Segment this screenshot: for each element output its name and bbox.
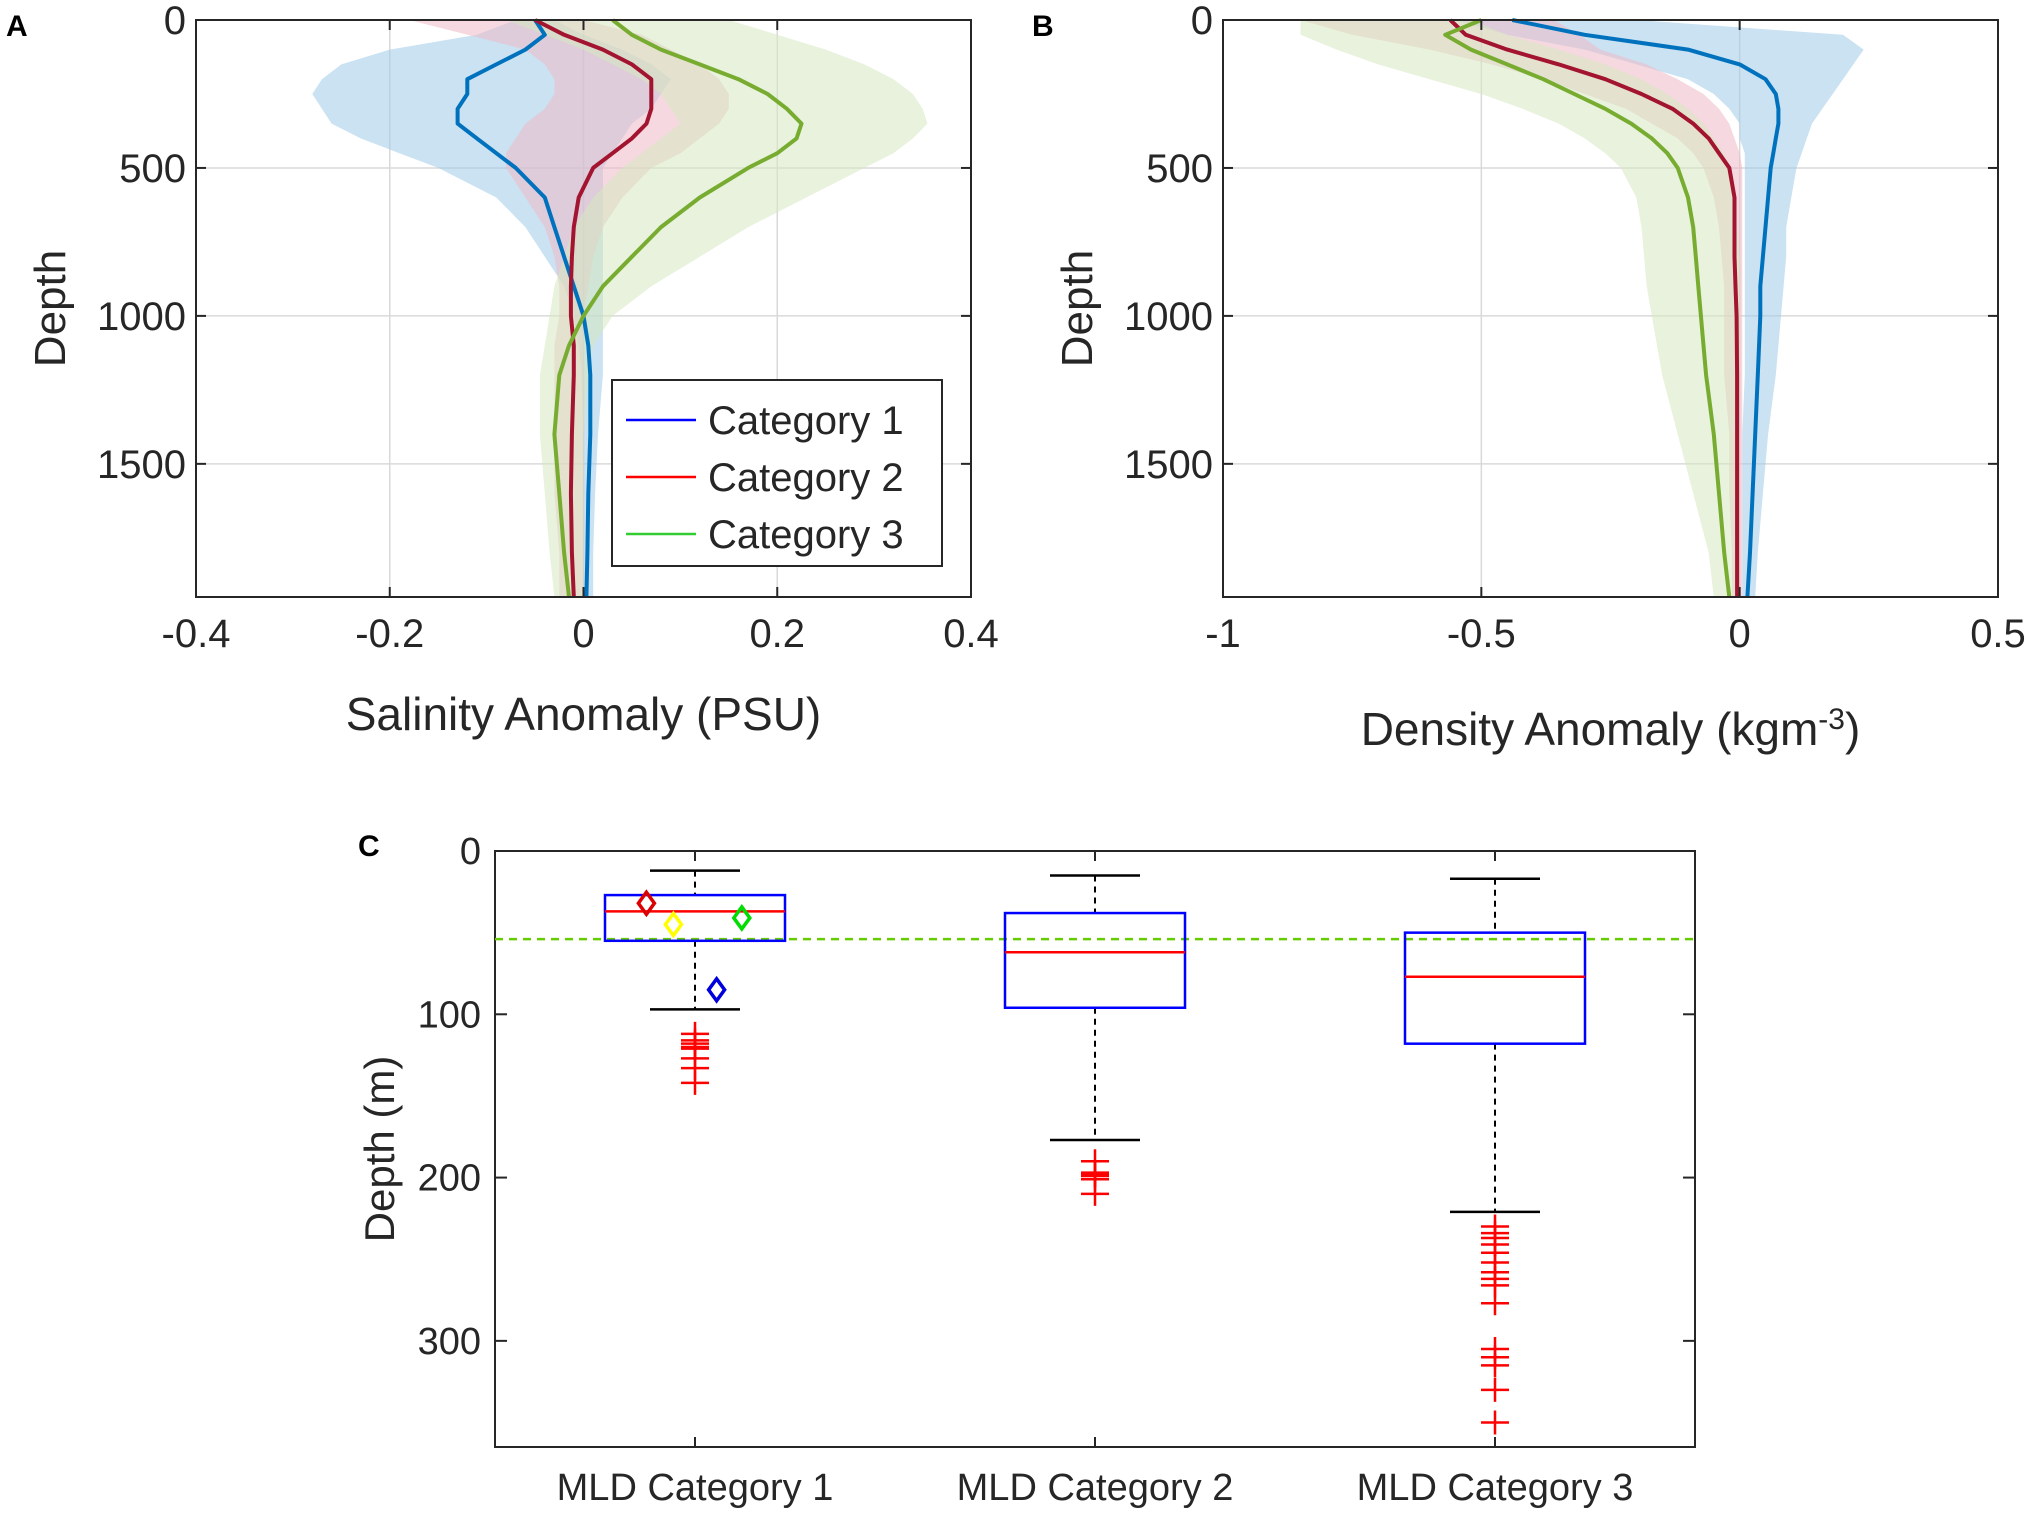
diamond-marker-1 <box>636 889 657 918</box>
x-tick-label: -1 <box>1205 612 1241 656</box>
x-tick-label-category-3: MLD Category 3 <box>1357 1467 1634 1509</box>
band-series-3 <box>1300 20 1740 597</box>
y-tick-label: 500 <box>1146 147 1213 191</box>
line-series-2 <box>1448 18 1740 597</box>
y-tick-label: 500 <box>119 147 186 191</box>
x-axis-label-superscript: -3 <box>1818 703 1845 736</box>
panel-label-b: B <box>1032 10 1054 43</box>
line-series-1 <box>1511 18 1781 598</box>
x-axis-label-end: ) <box>1845 703 1860 755</box>
panel-label-c: C <box>358 830 380 863</box>
legend-label-3: Category 3 <box>708 513 904 557</box>
y-tick-label: 300 <box>418 1321 481 1363</box>
x-tick-label: -0.4 <box>162 612 231 656</box>
legend-label-2: Category 2 <box>708 456 904 500</box>
x-tick-label-category-2: MLD Category 2 <box>957 1467 1234 1509</box>
outlier-mark <box>1481 1377 1509 1402</box>
y-axis-label: Depth <box>1053 250 1102 367</box>
outlier-mark <box>1481 1291 1509 1316</box>
y-tick-label: 1500 <box>1124 443 1213 487</box>
line-series-3 <box>1443 18 1732 598</box>
line-series-3 <box>552 18 804 598</box>
legend-label-1: Category 1 <box>708 399 904 443</box>
box-iqr <box>603 893 787 943</box>
box-group-1 <box>603 869 787 1095</box>
y-tick-label: 0 <box>1191 0 1213 43</box>
panel-label-a: A <box>6 10 28 43</box>
x-tick-label: 0 <box>572 612 594 656</box>
y-tick-label: 1500 <box>97 443 186 487</box>
outlier-mark <box>1081 1181 1109 1206</box>
x-axis-label: Salinity Anomaly (PSU) <box>346 688 822 740</box>
panel-c-mld-boxplot: MLD Category 1 MLD Category 2 MLD Category… <box>356 831 1696 1509</box>
x-axis-label: Density Anomaly (kgm-3) <box>1361 703 1861 756</box>
y-tick-label: 1000 <box>1124 295 1213 339</box>
outlier-mark <box>1481 1410 1509 1435</box>
band-series-1 <box>1455 20 1864 597</box>
diamond-marker-3 <box>731 903 752 932</box>
y-tick-label: 0 <box>460 831 481 873</box>
x-tick-label: 0.2 <box>749 612 805 656</box>
band-series-3 <box>506 20 928 597</box>
x-tick-label-category-1: MLD Category 1 <box>557 1467 834 1509</box>
box-iqr <box>1003 911 1187 1010</box>
diamond-marker-2 <box>663 910 684 939</box>
legend: Category 1 Category 2 Category 3 <box>611 379 943 567</box>
box-iqr <box>1403 931 1587 1045</box>
y-tick-label: 100 <box>418 994 481 1036</box>
line-series-2 <box>534 18 654 598</box>
box-group-2 <box>1003 874 1187 1206</box>
axes-frame <box>1222 19 1999 598</box>
x-tick-label: 0.4 <box>943 612 999 656</box>
x-tick-label: 0.5 <box>1970 612 2026 656</box>
x-tick-label: 0 <box>1729 612 1751 656</box>
y-tick-label: 0 <box>164 0 186 43</box>
box-group-3 <box>1403 877 1587 1435</box>
outlier-mark <box>1481 1353 1509 1378</box>
y-tick-label: 200 <box>418 1158 481 1200</box>
x-tick-label: -0.5 <box>1447 612 1516 656</box>
panel-a-salinity-chart: -0.4 -0.2 0 0.2 0.4 0 500 1000 1500 Depth Salinity… <box>26 0 999 740</box>
y-axis-label: Depth (m) <box>356 1056 403 1243</box>
y-tick-label: 1000 <box>97 295 186 339</box>
diamond-marker-4 <box>706 975 727 1004</box>
y-axis-label: Depth <box>26 250 75 367</box>
x-tick-label: -0.2 <box>355 612 424 656</box>
line-series-1 <box>455 18 593 598</box>
outlier-mark <box>681 1070 709 1095</box>
panel-b-density-chart: -1 -0.5 0 0.5 0 500 1000 1500 Depth Density Anoma… <box>1053 0 2026 755</box>
